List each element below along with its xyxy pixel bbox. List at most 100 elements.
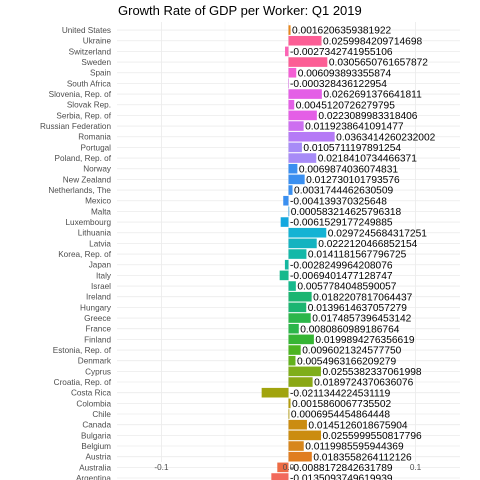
bar [288,313,311,323]
data-label: -0.0027342741955106 [290,47,393,58]
bar [288,377,313,387]
bar [279,270,289,281]
y-tick-label: Mexico [85,197,111,206]
bar [288,206,290,217]
y-tick-label: Estonia, Rep. of [53,346,112,355]
data-label: 0.0363414260232002 [336,132,435,143]
bar [288,67,297,78]
bar [288,441,304,451]
data-label: -0.0135093749619939 [290,474,393,480]
y-tick-label: Lithuania [78,229,112,238]
y-tick-label: Serbia, Rep. of [56,111,111,120]
y-tick-label: Chile [92,410,111,419]
y-tick-label: Spain [90,69,111,78]
y-tick-label: Israel [91,282,111,291]
y-tick-label: Portugal [81,143,112,152]
data-label: 0.0305650761657872 [329,58,428,69]
bar [261,387,289,398]
bar [288,78,289,89]
data-label: 0.0096021324577750 [302,346,401,357]
data-label: -0.0069401477128747 [290,271,393,282]
data-label: 0.0069874036074831 [299,164,398,175]
data-label: -0.0028249964208076 [290,260,393,271]
y-tick-label: Sweden [81,58,111,67]
data-label: 0.0057784048590057 [297,282,396,293]
data-label: 0.006093893355874 [298,68,392,79]
data-label: 0.0259984209714698 [323,36,422,47]
bar [288,249,307,259]
data-label: -0.000328436122954 [290,79,387,90]
data-label: 0.0031744462630509 [294,186,393,197]
data-label: 0.0218410734466371 [318,154,417,165]
x-axis-labels: -0.1 0.0 0.1 [154,463,421,472]
bar [288,238,317,249]
data-label: 0.0119238641091477 [305,122,404,133]
bar [288,291,312,302]
y-tick-label: Netherlands, The [48,186,111,195]
bar [288,281,296,291]
y-tick-label: Latvia [89,239,111,248]
data-label: 0.0174857396453142 [312,314,411,325]
data-label: 0.0054963166209279 [297,356,396,367]
data-label: 0.0183558264112126 [313,452,412,463]
bar [288,398,291,409]
y-tick-label: Poland, Rep. of [55,154,112,163]
data-label: 0.0199894276356619 [315,335,414,346]
data-label: 0.0182207817064437 [313,292,412,303]
x-tick-label: 0.0 [283,463,295,472]
bar [288,366,321,377]
y-tick-label: Australia [79,463,111,472]
bar [271,473,289,480]
y-tick-label: Greece [84,314,111,323]
value-labels: 0.00162063593819220.0259984209714698-0.0… [290,26,436,480]
y-tick-label: Hungary [80,303,112,312]
data-label: -0.004139370325648 [290,196,387,207]
chart-title: Growth Rate of GDP per Worker: Q1 2019 [118,3,362,18]
y-tick-label: Russian Federation [40,122,111,131]
data-label: 0.0223089983318406 [318,111,417,122]
y-tick-label: Romania [78,133,111,142]
y-tick-label: Argentina [76,474,111,480]
bar [288,451,312,462]
bar [288,174,305,185]
data-label: 0.0189724370636076 [314,378,413,389]
y-tick-label: Finland [84,335,111,344]
bar [288,302,307,313]
y-tick-label: Switzerland [69,47,112,56]
y-tick-label: Belgium [81,442,111,451]
y-tick-label: United States [62,26,111,35]
y-tick-label: Bulgaria [81,431,111,440]
data-label: 0.0015860067735502 [292,399,391,410]
bar [277,462,289,473]
y-tick-label: Ireland [86,293,111,302]
bar [288,110,317,121]
bar [280,217,289,227]
y-tick-label: Slovak Rep. [67,101,111,110]
data-label: 0.0255999550817796 [323,431,422,442]
data-label: 0.0262691376641811 [323,90,422,101]
y-tick-label: Austria [86,453,112,462]
data-label: -0.0088172842631789 [290,463,393,474]
data-label: 0.0145126018675904 [308,420,407,431]
bar [288,345,301,355]
bar [288,227,327,238]
bar [285,46,289,57]
data-label: 0.0222120466852154 [318,239,417,250]
bar [288,355,296,366]
bar [288,185,293,195]
data-label: 0.0016206359381922 [292,26,391,37]
bar [288,153,317,163]
bar [288,409,290,419]
y-tick-label: Croatia, Rep. of [54,378,112,387]
bar [288,25,291,35]
x-tick-label: -0.1 [154,463,169,472]
data-label: 0.0141181567796725 [308,250,407,261]
data-label: 0.0006954454864448 [291,410,390,421]
bar [288,131,335,142]
data-label: 0.0080860989186764 [300,324,399,335]
y-tick-label: Norway [83,165,112,174]
y-tick-label: Ukraine [83,37,112,46]
y-tick-label: Colombia [76,399,111,408]
y-tick-label: Canada [82,421,111,430]
data-label: 0.012730101793576 [306,175,400,186]
